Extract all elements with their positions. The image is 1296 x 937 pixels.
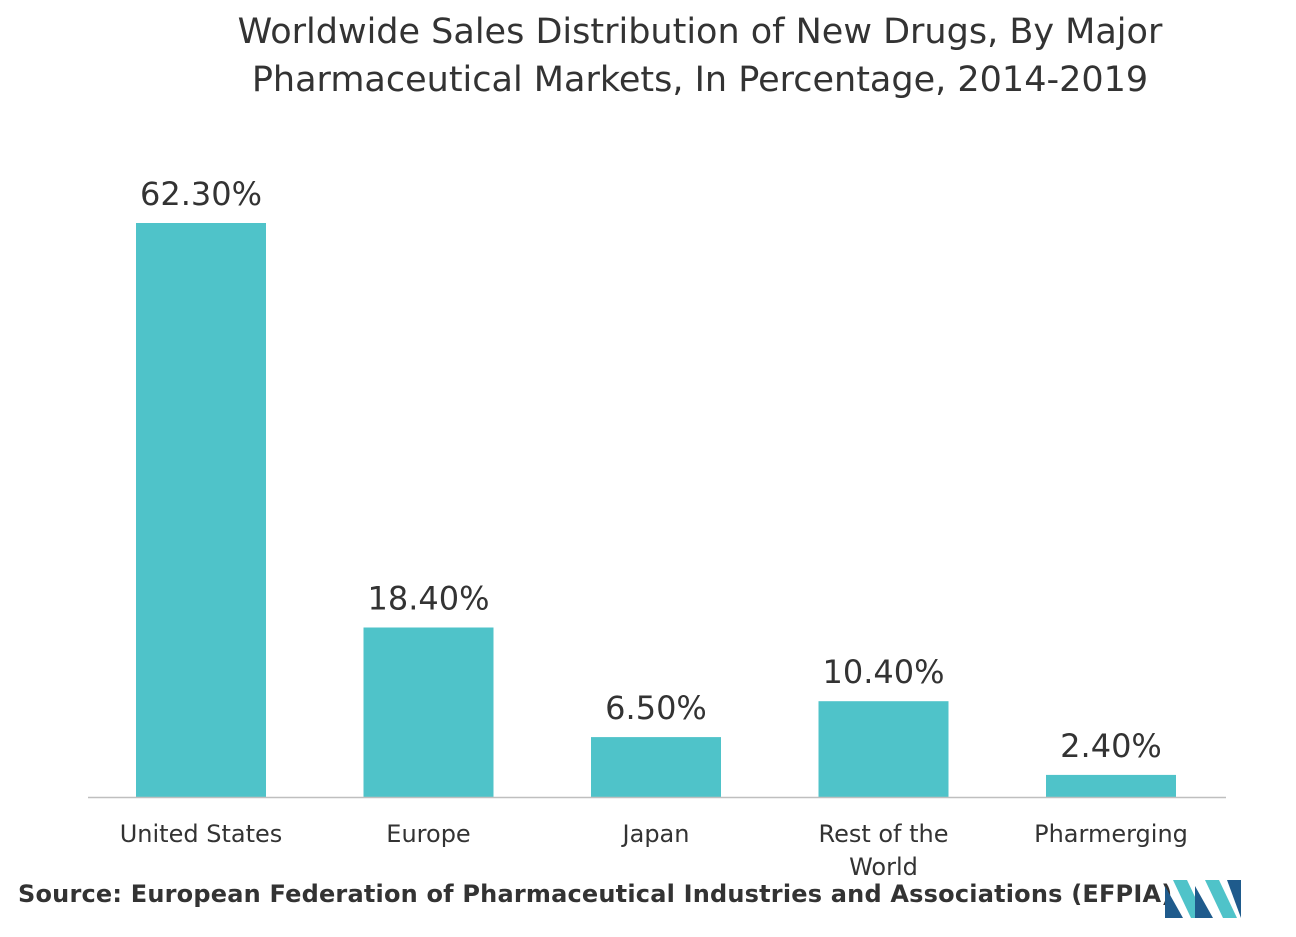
- category-label: World: [849, 853, 918, 881]
- source-text: European Federation of Pharmaceutical In…: [130, 880, 1173, 908]
- category-label: Europe: [386, 820, 470, 848]
- category-label: Japan: [621, 820, 690, 848]
- category-label: United States: [120, 820, 283, 848]
- source-label: Source:: [18, 880, 123, 908]
- chart-title: Worldwide Sales Distribution of New Drug…: [100, 8, 1296, 104]
- bar-pharmerging: [1046, 774, 1176, 797]
- data-label: 10.40%: [822, 653, 944, 691]
- data-label: 2.40%: [1060, 727, 1162, 765]
- category-label: Pharmerging: [1034, 820, 1188, 848]
- data-label: 18.40%: [367, 580, 489, 618]
- bar-europe: [363, 627, 494, 797]
- logo-shape-5: [1227, 880, 1241, 918]
- chart-title-line-1: Worldwide Sales Distribution of New Drug…: [237, 12, 1163, 52]
- chart-title-line-2: Pharmaceutical Markets, In Percentage, 2…: [251, 60, 1149, 100]
- bar-japan: [591, 737, 721, 797]
- category-label: Rest of the: [818, 820, 948, 848]
- data-label: 62.30%: [140, 175, 262, 213]
- bar-united-states: [136, 223, 266, 797]
- company-logo: [1165, 880, 1241, 918]
- logo-shape-4: [1205, 880, 1237, 918]
- bar-rest-of-the-world: [818, 701, 949, 797]
- logo-shape-3: [1195, 886, 1213, 918]
- data-label: 6.50%: [605, 689, 707, 727]
- logo-shape-1: [1165, 886, 1183, 918]
- source-note: Source: European Federation of Pharmaceu…: [18, 880, 1172, 908]
